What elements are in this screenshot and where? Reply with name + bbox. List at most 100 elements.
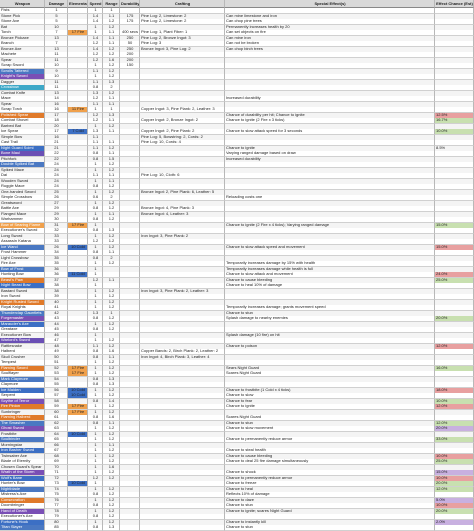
table-cell [140, 398, 225, 405]
table-cell: Combat Shovel [0, 118, 45, 125]
table-cell: 1.1 [88, 134, 103, 141]
table-cell: 0.8 [88, 398, 103, 405]
table-cell: 1.2 [103, 431, 120, 438]
table-cell [225, 514, 435, 521]
table-cell: 0.8 [88, 250, 103, 257]
table-cell [68, 497, 88, 504]
table-cell: Sears Night Guard [225, 365, 435, 372]
table-cell: 1.2 [103, 514, 120, 521]
table-cell: Scares Night Guard [225, 415, 435, 422]
table-cell: 1 [88, 200, 103, 207]
table-cell [103, 332, 120, 339]
table-cell [68, 68, 88, 75]
table-cell: 36 [45, 266, 68, 273]
table-cell: 40 [45, 299, 68, 306]
table-cell: 1.2 [88, 52, 103, 59]
table-cell [225, 184, 435, 191]
table-cell: 1.2 [103, 299, 120, 306]
table-cell: Flaming Sword [0, 365, 45, 372]
table-cell: 1.2 [88, 118, 103, 125]
table-cell [68, 35, 88, 42]
table-cell [140, 525, 225, 531]
table-cell [103, 283, 120, 290]
table-cell: 9 [45, 68, 68, 75]
table-cell [225, 233, 435, 240]
table-cell [140, 415, 225, 422]
table-cell: Long Sword [0, 233, 45, 240]
table-cell: 1.2 [103, 365, 120, 372]
table-cell: 27 [45, 200, 68, 207]
table-cell: Ruggle Mace [0, 184, 45, 191]
table-cell [120, 233, 140, 240]
table-cell: 24 [45, 167, 68, 174]
table-cell: 0.8 [88, 382, 103, 389]
table-cell: Pine Log: 2, Bronze Ingot: 3 [140, 35, 225, 42]
table-cell [225, 349, 435, 356]
table-cell [103, 134, 120, 141]
table-cell: 1 [88, 283, 103, 290]
table-cell: Machete [0, 52, 45, 59]
table-cell [120, 464, 140, 471]
table-cell: Chance to fear [225, 398, 435, 405]
table-cell [120, 118, 140, 125]
table-cell [140, 52, 225, 59]
table-cell: 76 [45, 497, 68, 504]
table-cell: Spiked Mace [0, 167, 45, 174]
table-cell: 0.8 [88, 217, 103, 224]
table-cell [68, 101, 88, 108]
table-cell: 22 [45, 151, 68, 158]
table-cell: 85 [45, 525, 68, 531]
table-cell: 33 [45, 233, 68, 240]
table-cell: 1 [88, 266, 103, 273]
table-cell: Bow of Frost [0, 266, 45, 273]
table-cell [140, 431, 225, 438]
table-cell: 0.8 [88, 525, 103, 531]
table-cell: 1.1 [88, 101, 103, 108]
table-cell: Hunter's Bow [0, 481, 45, 488]
table-cell: 79 [45, 514, 68, 521]
table-cell: 18 [45, 118, 68, 125]
table-cell: Chance to heal 10% of damage [225, 283, 435, 290]
table-cell: 17 Fire [68, 365, 88, 372]
table-cell: 1.2 [103, 233, 120, 240]
table-cell: Splash damage (10 fire) on hit [225, 332, 435, 339]
table-cell [225, 299, 435, 306]
table-cell: Copper Ingot: 2, Bronze Ingot: 2 [140, 118, 225, 125]
table-cell [225, 382, 435, 389]
table-cell: 70 [45, 464, 68, 471]
table-cell: 0.8 [88, 415, 103, 422]
table-cell [120, 349, 140, 356]
table-cell [140, 283, 225, 290]
table-cell: 1.1 [103, 250, 120, 257]
table-cell: Chosen Guard's Spear [0, 464, 45, 471]
table-cell [68, 415, 88, 422]
table-cell: 1.1 [103, 151, 120, 158]
table-cell [225, 200, 435, 207]
table-cell [140, 316, 225, 323]
table-cell: Executioner's Axe [0, 514, 45, 521]
table-cell [140, 184, 225, 191]
table-cell [120, 382, 140, 389]
table-cell: Frost Hammer [0, 250, 45, 257]
table-cell: 1.6 [103, 464, 120, 471]
table-cell: Chance to ignite (2 Fire x 3 ticks) [225, 118, 435, 125]
table-cell [120, 134, 140, 141]
table-cell: 1.2 [103, 68, 120, 75]
table-cell: 200 [120, 52, 140, 59]
header-cell: Effect Chance (Est) [435, 0, 474, 8]
table-cell: 0.8 [88, 85, 103, 92]
table-cell [68, 184, 88, 191]
header-cell: Elemental [68, 0, 88, 8]
table-cell: 73 [45, 481, 68, 488]
table-cell [68, 448, 88, 455]
table-cell [225, 101, 435, 108]
table-cell [68, 151, 88, 158]
table-cell: 2 [103, 85, 120, 92]
table-cell [140, 101, 225, 108]
table-cell [120, 497, 140, 504]
table-cell [140, 217, 225, 224]
table-cell [68, 134, 88, 141]
table-cell: 1.1 [103, 101, 120, 108]
table-cell: 0.8 [88, 316, 103, 323]
table-cell: 1.3 [103, 525, 120, 531]
